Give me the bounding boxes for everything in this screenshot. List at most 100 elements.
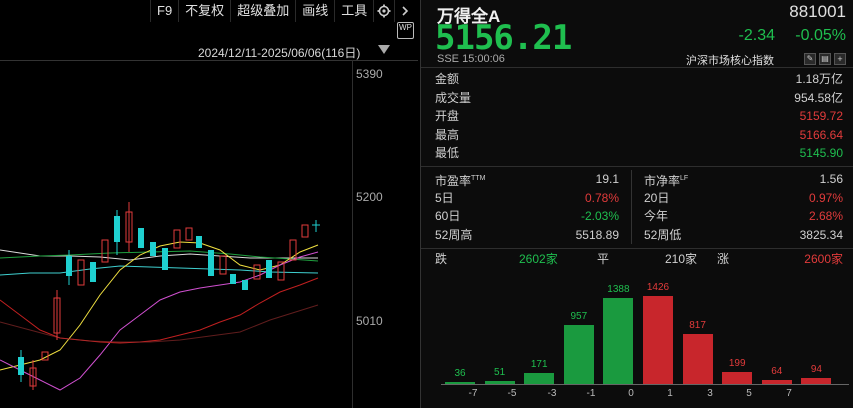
- quote-time: 15:00:06: [462, 53, 505, 65]
- pe-sup: TTM: [471, 175, 486, 182]
- ma-line-green: [0, 250, 319, 262]
- distribution-bar-label: 817: [689, 320, 706, 331]
- index-name: 万得全A: [437, 7, 501, 26]
- down-count: 2602家: [519, 252, 558, 266]
- distribution-x-tick: 3: [707, 388, 713, 399]
- price-tick-5390: 5390: [356, 67, 383, 81]
- distribution-x-tick: 0: [628, 388, 634, 399]
- candle: [301, 224, 309, 238]
- distribution-bar: [722, 372, 753, 384]
- candle: [208, 250, 214, 276]
- perf-label: 60日: [435, 209, 461, 223]
- distribution-bar-label: 94: [810, 364, 822, 375]
- add-icon[interactable]: +: [834, 53, 846, 65]
- tools-button[interactable]: 工具: [334, 0, 373, 22]
- pe-value: 19.1: [595, 172, 619, 186]
- stat-label: 最低: [435, 146, 460, 160]
- divider: [421, 67, 853, 68]
- candle: [230, 274, 236, 284]
- basic-stats: 金额 1.18万亿 成交量 954.58亿 开盘 5159.72 最高 5166…: [435, 70, 843, 163]
- chevron-right-icon[interactable]: [394, 0, 415, 22]
- down-label: 跌: [435, 252, 448, 266]
- ma-line-pink: [0, 304, 319, 343]
- distribution-bar-label: 64: [771, 366, 783, 377]
- divider: [421, 248, 853, 249]
- distribution-baseline: [441, 384, 849, 385]
- stat-value: 1.18万亿: [795, 72, 843, 86]
- index-tag-actions: ✎ ▤ +: [804, 53, 846, 65]
- distribution-bar: [563, 325, 594, 384]
- candle: [196, 236, 202, 248]
- date-range-label: 2024/12/11-2025/06/06(116日): [198, 46, 361, 60]
- adjust-button[interactable]: 不复权: [178, 0, 230, 22]
- perf-value: 0.78%: [584, 190, 619, 205]
- distribution-x-tick: -3: [547, 388, 557, 399]
- draw-button[interactable]: 画线: [295, 0, 334, 22]
- perf-cell-left: 60日 -2.03%: [435, 207, 619, 226]
- distribution-x-tick: 1: [667, 388, 673, 399]
- price-tick-5200: 5200: [356, 190, 383, 204]
- perf-label: 5日: [435, 190, 454, 205]
- edit-icon[interactable]: ✎: [804, 53, 816, 65]
- perf-cell-left: 52周高 5518.89: [435, 226, 619, 245]
- quote-panel: 万得全A 881001 5156.21 -2.34 -0.05% SSE 15:…: [420, 0, 853, 408]
- candles: [18, 202, 320, 390]
- price-tick-5010: 5010: [356, 314, 383, 328]
- candle: [219, 255, 227, 275]
- ma-line-red: [0, 277, 319, 344]
- index-tag: 沪深市场核心指数: [686, 55, 774, 67]
- chart-header-divider: [0, 60, 418, 61]
- flat-count: 210家: [665, 252, 698, 266]
- distribution-bar-label: 36: [454, 368, 466, 379]
- range-dropdown-icon[interactable]: [378, 45, 390, 54]
- perf-cell-left: 5日 0.78%: [435, 189, 619, 208]
- cell-divider: [631, 188, 632, 207]
- wp-badge-icon[interactable]: WP: [397, 22, 414, 39]
- candle: [277, 261, 285, 281]
- pb-value: 1.56: [819, 172, 843, 186]
- overlay-button[interactable]: 超级叠加: [230, 0, 295, 22]
- distribution-x-tick: -1: [586, 388, 596, 399]
- pb-label: 市净率: [644, 174, 681, 188]
- info-icon[interactable]: ▤: [819, 53, 831, 65]
- ma-line-white: [0, 249, 318, 261]
- perf-value: 2.68%: [808, 209, 843, 223]
- perf-label: 52周低: [644, 227, 682, 242]
- up-label: 涨: [717, 252, 730, 266]
- f9-button[interactable]: F9: [150, 0, 178, 22]
- up-count: 2600家: [804, 252, 843, 266]
- distribution-bar: [682, 334, 713, 384]
- perf-value: 3825.34: [799, 227, 843, 242]
- candle: [242, 280, 248, 290]
- candle: [77, 259, 85, 286]
- gear-icon[interactable]: [373, 0, 394, 22]
- distribution-bar: [643, 296, 673, 384]
- distribution-bar: [603, 298, 634, 384]
- last-price: 5156.21: [435, 18, 572, 58]
- stat-label: 开盘: [435, 109, 460, 123]
- distribution-bar-label: 199: [728, 358, 746, 369]
- index-code: 881001: [789, 2, 846, 21]
- pb-cell: 市净率LF 1.56: [644, 170, 843, 189]
- distribution-bar: [761, 380, 792, 384]
- stat-row-open: 开盘 5159.72: [435, 107, 843, 126]
- pe-label: 市盈率: [435, 174, 472, 188]
- perf-label: 今年: [644, 209, 669, 223]
- kline-chart-panel[interactable]: F9 不复权 超级叠加 画线 工具 WP 2024/12/11-2025/06/…: [0, 0, 418, 408]
- perf-cell-right: 52周低 3825.34: [644, 226, 843, 245]
- stat-label: 成交量: [435, 90, 472, 105]
- price-axis-line: [352, 60, 353, 408]
- market-breadth: 跌 2602家 平 210家 涨 2600家: [435, 250, 843, 268]
- stat-row-low: 最低 5145.90: [435, 144, 843, 163]
- candle: [253, 264, 261, 280]
- divider: [421, 166, 853, 167]
- perf-label: 52周高: [435, 227, 473, 242]
- candle: [266, 260, 272, 278]
- distribution-bar: [524, 373, 555, 384]
- stat-value: 954.58亿: [794, 90, 843, 105]
- perf-label: 20日: [644, 190, 670, 205]
- exchange-label: SSE 15:00:06: [437, 53, 505, 65]
- distribution-x-tick: 5: [746, 388, 752, 399]
- perf-cell-right: 今年 2.68%: [644, 207, 843, 226]
- pe-label-wrap: 市盈率TTM: [435, 170, 485, 189]
